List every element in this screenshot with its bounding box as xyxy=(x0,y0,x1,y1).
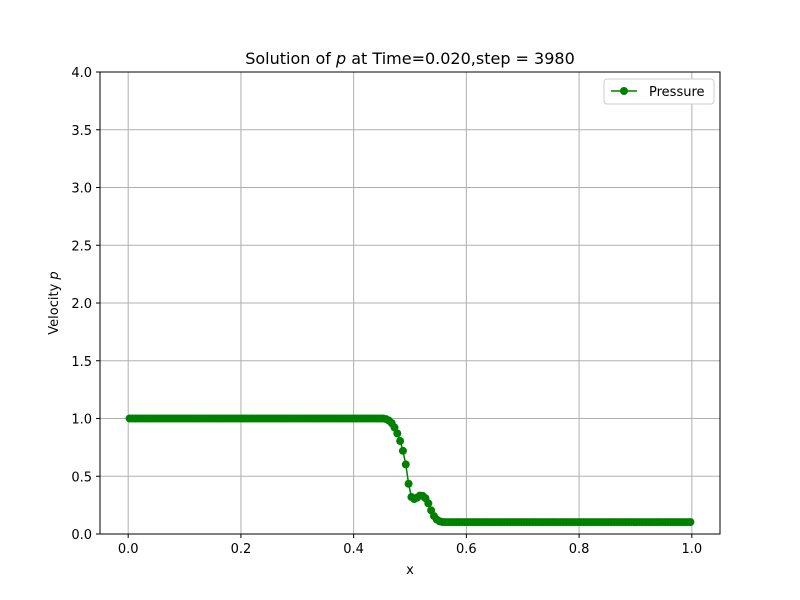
legend-marker-sample xyxy=(620,87,628,95)
data-point-pressure xyxy=(396,437,405,446)
chart-title: Solution of p at Time=0.020,step = 3980 xyxy=(245,49,575,68)
data-point-pressure xyxy=(393,429,402,438)
y-tick-label: 1.0 xyxy=(71,413,92,428)
x-tick-label: 0.0 xyxy=(118,542,139,557)
legend: Pressure xyxy=(603,78,715,105)
data-point-pressure xyxy=(424,499,433,508)
y-axis-label: Velocity p xyxy=(47,271,62,334)
y-tick-label: 2.0 xyxy=(71,297,92,312)
x-tick-label: 0.2 xyxy=(231,542,252,557)
title-variable: p xyxy=(335,49,346,68)
legend-box xyxy=(603,78,715,105)
legend-label-pressure: Pressure xyxy=(649,85,705,100)
data-point-pressure xyxy=(390,423,399,432)
y-tick-label: 3.5 xyxy=(71,124,92,139)
x-tick-label: 0.6 xyxy=(456,542,477,557)
y-tick-label: 1.5 xyxy=(71,355,92,370)
series-layer xyxy=(125,414,695,527)
y-axis-label-variable: p xyxy=(47,271,62,280)
data-point-pressure xyxy=(404,479,413,488)
x-tick-label: 0.8 xyxy=(569,542,590,557)
title-suffix: at Time=0.020,step = 3980 xyxy=(346,49,575,68)
y-tick-label: 4.0 xyxy=(71,66,92,81)
x-tick-label: 1.0 xyxy=(681,542,702,557)
y-tick-label: 2.5 xyxy=(71,239,92,254)
ticks: 0.0 0.2 0.4 0.6 0.8 1.0 0.0 0.5 1.0 1.5 2.0 2.5 3.0 3… xyxy=(71,66,702,557)
data-point-pressure xyxy=(398,446,407,455)
data-point-pressure xyxy=(401,460,410,469)
data-point-pressure xyxy=(686,518,695,527)
x-tick-label: 0.4 xyxy=(343,542,364,557)
title-prefix: Solution of xyxy=(245,49,336,68)
y-axis-label-text: Velocity xyxy=(47,280,62,335)
y-tick-label: 0.5 xyxy=(71,470,92,485)
x-axis-label: x xyxy=(406,563,414,578)
y-tick-label: 0.0 xyxy=(71,528,92,543)
y-tick-label: 3.0 xyxy=(71,182,92,197)
